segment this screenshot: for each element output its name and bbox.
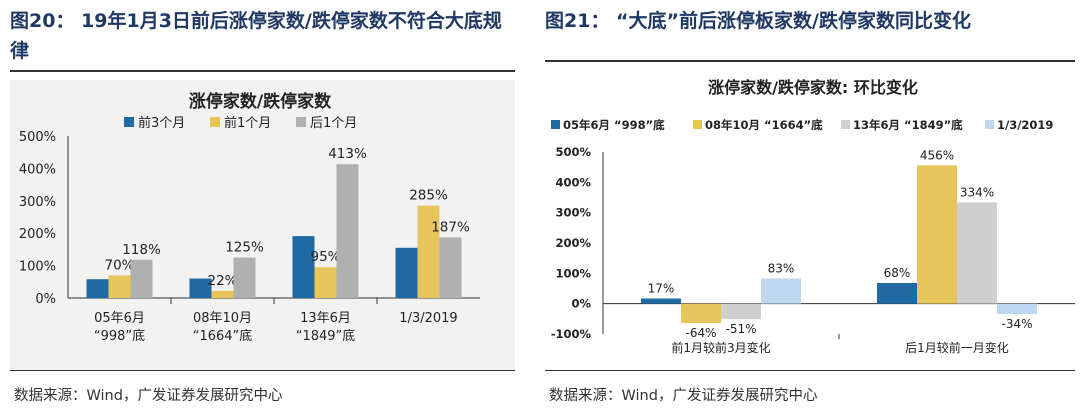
right-source-note: 数据来源：Wind，广发证券发展研究中心 xyxy=(549,388,818,404)
x-tick-label: 1/3/2019 xyxy=(399,311,457,326)
y-tick-label: 400% xyxy=(19,162,56,177)
bar xyxy=(211,290,234,298)
y-tick-label: 100% xyxy=(19,260,56,275)
bar xyxy=(917,165,957,304)
right-source-rule xyxy=(545,370,1075,371)
data-label: 456% xyxy=(920,148,954,162)
x-tick-label: 前1月较前3月变化 xyxy=(671,340,770,355)
data-label: -64% xyxy=(685,326,716,340)
left-source-rule xyxy=(10,370,515,371)
legend-swatch-0 xyxy=(124,117,134,127)
y-tick-label: 500% xyxy=(19,130,56,145)
y-tick-label: 100% xyxy=(555,266,591,280)
data-label: 334% xyxy=(960,185,994,199)
right-figure-title: 图21： “大底”前后涨停板家数/跌停家数同比变化 xyxy=(545,10,971,32)
data-label: 22% xyxy=(207,273,237,289)
y-tick-label: -100% xyxy=(551,327,592,341)
x-tick-label: 08年10月 xyxy=(193,311,252,326)
left-figure-title: 图20： 19年1月3日前后涨停家数/跌停家数不符合大底规律 xyxy=(10,10,502,62)
right-chart: 涨停家数/跌停家数: 环比变化 05年6月 “998”底 08年10月 “1664”… xyxy=(551,78,1075,355)
data-label: 125% xyxy=(225,240,264,256)
bar xyxy=(681,303,721,324)
bar xyxy=(721,303,761,320)
legend-label-3: 1/3/2019 xyxy=(997,118,1053,132)
legend-swatch-2 xyxy=(841,120,850,129)
legend-label-1: 前1个月 xyxy=(224,115,271,131)
bar xyxy=(108,275,131,298)
data-label: 118% xyxy=(122,242,161,258)
legend-swatch-1 xyxy=(693,120,702,129)
y-tick-label: 0% xyxy=(571,297,591,311)
bar xyxy=(877,283,917,304)
data-label: 17% xyxy=(648,282,675,296)
data-label: 413% xyxy=(328,146,367,162)
x-tick-label: “1849”底 xyxy=(296,328,356,344)
bar xyxy=(233,257,256,298)
y-tick-label: 200% xyxy=(555,236,591,250)
y-tick-label: 300% xyxy=(19,195,56,210)
y-tick-label: 200% xyxy=(19,227,56,242)
data-label: -51% xyxy=(725,322,756,336)
bar xyxy=(761,278,801,304)
y-tick-label: 500% xyxy=(555,145,591,159)
bar xyxy=(336,164,359,298)
legend-swatch-1 xyxy=(210,117,220,127)
left-figure-panel: 图20： 19年1月3日前后涨停家数/跌停家数不符合大底规律 涨停家数/跌停家数… xyxy=(0,0,520,418)
chart-title: 涨停家数/跌停家数 xyxy=(189,91,332,112)
bar xyxy=(439,237,462,298)
bar xyxy=(86,279,109,298)
bar xyxy=(957,202,997,304)
right-figure-panel: 图21： “大底”前后涨停板家数/跌停家数同比变化 涨停家数/跌停家数: 环比变… xyxy=(545,0,1080,418)
bar xyxy=(130,259,153,298)
chart-title: 涨停家数/跌停家数: 环比变化 xyxy=(708,78,918,97)
y-tick-label: 0% xyxy=(35,292,56,307)
legend-label-0: 前3个月 xyxy=(138,115,185,131)
x-tick-label: “998”底 xyxy=(94,328,145,344)
bar xyxy=(189,278,212,298)
legend-label-2: 13年6月 “1849”底 xyxy=(853,118,963,132)
y-tick-label: 300% xyxy=(555,206,591,220)
left-source-note: 数据来源：Wind，广发证券发展研究中心 xyxy=(14,388,283,404)
data-label: 285% xyxy=(409,188,448,204)
legend-swatch-0 xyxy=(551,120,560,129)
x-tick-label: 05年6月 xyxy=(94,311,145,326)
data-label: 68% xyxy=(884,266,911,280)
data-label: -34% xyxy=(1001,317,1032,331)
bar xyxy=(314,267,337,298)
legend-label-2: 后1个月 xyxy=(310,116,357,131)
x-tick-label: 后1月较前一月变化 xyxy=(905,340,1009,355)
y-tick-label: 400% xyxy=(555,175,591,189)
data-label: 95% xyxy=(310,249,340,265)
left-title-rule xyxy=(10,70,515,72)
right-title-rule xyxy=(545,60,1075,62)
legend-label-1: 08年10月 “1664”底 xyxy=(705,118,823,132)
legend-swatch-3 xyxy=(985,120,994,129)
x-tick-label: “1664”底 xyxy=(193,328,253,344)
bar xyxy=(395,247,418,298)
x-tick-label: 13年6月 xyxy=(300,311,351,326)
data-label: 187% xyxy=(431,219,470,235)
data-label: 70% xyxy=(104,257,134,273)
bar xyxy=(292,236,315,298)
bar xyxy=(641,298,681,304)
legend-label-0: 05年6月 “998”底 xyxy=(563,118,665,132)
legend-swatch-2 xyxy=(296,117,306,127)
data-label: 83% xyxy=(768,261,795,275)
bar xyxy=(417,205,440,298)
bar xyxy=(997,303,1037,314)
